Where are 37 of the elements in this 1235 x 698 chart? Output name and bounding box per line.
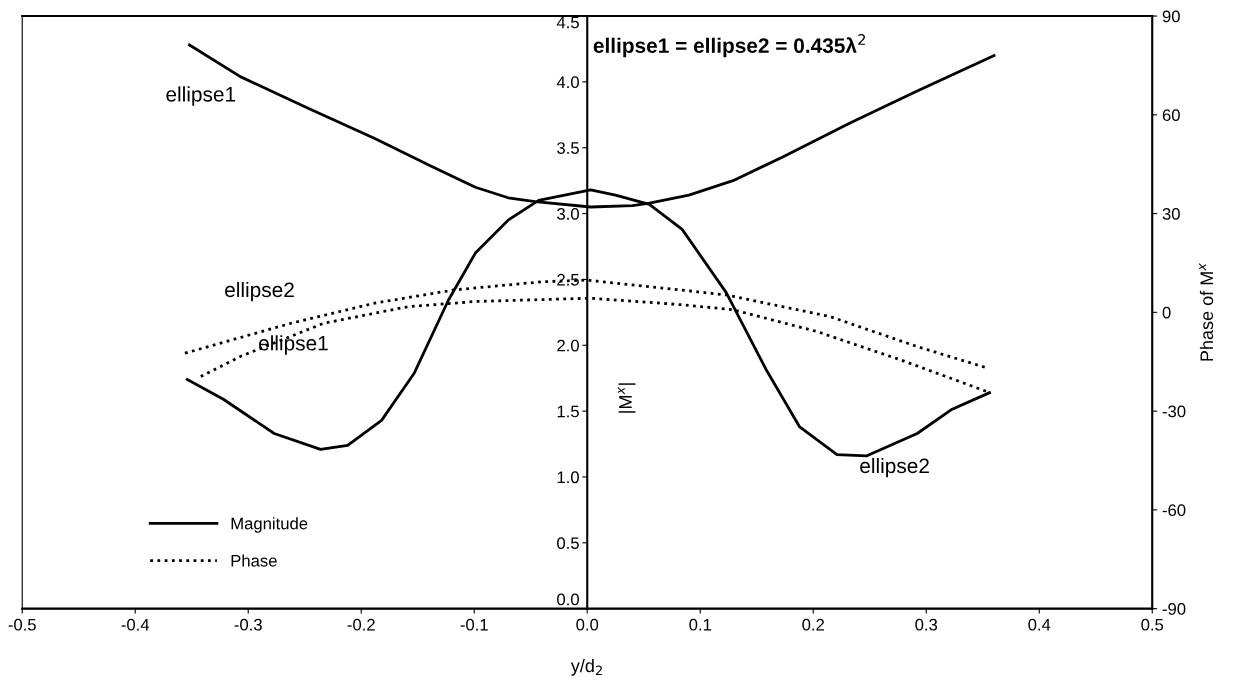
- y2-tick-label: 90: [1162, 10, 1180, 23]
- y2-axis-title: Phase of M$^{x}$: [1199, 263, 1214, 361]
- x-tick-label: 0.2: [802, 618, 824, 631]
- x-tick-label: 0.0: [576, 618, 599, 631]
- y-tick-label: 3.0: [557, 207, 579, 220]
- annotation: ellipse2: [225, 281, 294, 302]
- x-tick-label: 0.3: [915, 618, 938, 631]
- y-tick-label: 1.5: [557, 405, 579, 418]
- x-tick-label: -0.2: [347, 618, 375, 631]
- y2-tick-label: 0: [1162, 306, 1171, 319]
- y2-tick-label: 30: [1162, 207, 1180, 220]
- legend-label: Phase: [231, 554, 277, 567]
- y-axis-title: |M$^{x}$|: [617, 383, 636, 413]
- y-tick-label: 4.0: [556, 76, 579, 89]
- y-tick-label: 0.0: [557, 593, 579, 606]
- annotation: ellipse2: [860, 457, 929, 478]
- annotation: ellipse1 = ellipse2 = 0.435λ$^{2}$: [593, 34, 865, 58]
- x-axis-title: y/d$_{2}$: [570, 658, 602, 676]
- y-tick-label: 2.5: [557, 273, 579, 286]
- y2-tick-label: 60: [1162, 109, 1180, 122]
- y-tick-label: 2.0: [557, 339, 579, 352]
- legend-label: Magnitude: [231, 517, 308, 533]
- y-tick-label: 4.5: [556, 16, 579, 29]
- x-tick-label: -0.4: [121, 618, 150, 631]
- y2-tick-label: -30: [1162, 405, 1186, 418]
- x-tick-label: 0.5: [1141, 618, 1164, 631]
- annotation: ellipse1: [166, 86, 236, 106]
- x-tick-label: -0.5: [8, 618, 36, 631]
- y-tick-label: 3.5: [557, 142, 579, 154]
- y-tick-label: 0.5: [557, 537, 579, 550]
- y-tick-label: 1.0: [557, 471, 579, 484]
- x-tick-label: -0.1: [460, 618, 488, 631]
- x-tick-label: 0.1: [689, 618, 712, 631]
- y2-tick-label: -90: [1162, 603, 1186, 615]
- y2-tick-label: -60: [1162, 504, 1186, 517]
- x-tick-label: -0.3: [234, 618, 262, 631]
- x-tick-label: 0.4: [1028, 618, 1051, 631]
